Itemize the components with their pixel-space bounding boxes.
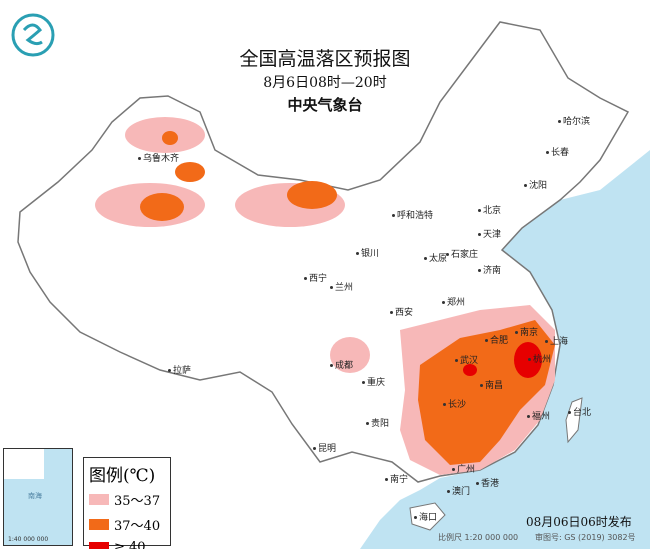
- south-china-sea-inset: 南海 1:40 000 000: [3, 448, 73, 546]
- city-label: 澳门: [447, 484, 470, 497]
- city-label: 乌鲁木齐: [138, 151, 179, 164]
- city-label: 贵阳: [366, 416, 389, 429]
- inset-land: [4, 449, 44, 479]
- city-label: 兰州: [330, 280, 353, 293]
- sea: [360, 150, 650, 549]
- city-label: 成都: [330, 358, 353, 371]
- inset-sea-label: 南海: [28, 492, 42, 500]
- legend-swatch: [89, 519, 109, 530]
- city-label: 长春: [546, 145, 569, 158]
- review-number: 审图号: GS (2019) 3082号: [535, 533, 636, 542]
- city-label: 南宁: [385, 472, 408, 485]
- legend-item: 35～37: [89, 490, 170, 509]
- city-label: 合肥: [485, 333, 508, 346]
- city-label: 福州: [527, 409, 550, 422]
- legend-title: 图例(℃): [89, 466, 156, 486]
- city-label: 上海: [545, 334, 568, 347]
- legend-item: 37～40: [89, 515, 170, 534]
- issuer: 中央气象台: [287, 96, 363, 114]
- inset-scale: 1:40 000 000: [8, 536, 49, 543]
- city-label: 广州: [452, 462, 475, 475]
- city-label: 重庆: [362, 375, 385, 388]
- legend-label: 35～37: [114, 494, 161, 509]
- city-label: 石家庄: [446, 247, 478, 260]
- city-label: 西安: [390, 305, 413, 318]
- city-label: 沈阳: [524, 178, 547, 191]
- city-label: 武汉: [455, 353, 478, 366]
- city-label: 哈尔滨: [558, 114, 590, 127]
- legend-item: ≥ 40: [89, 540, 170, 549]
- legend-swatch: [89, 494, 109, 505]
- city-label: 杭州: [528, 352, 551, 365]
- map-scale: 比例尺 1:20 000 000: [438, 533, 519, 542]
- city-label: 济南: [478, 263, 501, 276]
- city-label: 香港: [476, 476, 499, 489]
- city-label: 呼和浩特: [392, 208, 433, 221]
- city-label: 台北: [568, 405, 591, 418]
- cma-emblem-icon: [11, 13, 55, 57]
- time-range: 8月6日08时—20时: [263, 75, 387, 91]
- city-label: 长沙: [443, 397, 466, 410]
- city-label: 昆明: [313, 441, 336, 454]
- city-label: 郑州: [442, 295, 465, 308]
- city-label: 银川: [356, 246, 379, 259]
- legend-label: ≥ 40: [114, 540, 146, 549]
- city-label: 南京: [515, 325, 538, 338]
- city-label: 拉萨: [168, 363, 191, 376]
- city-label: 北京: [478, 203, 501, 216]
- legend-label: 37～40: [114, 519, 161, 534]
- city-label: 天津: [478, 227, 501, 240]
- legend-swatch: [89, 542, 109, 549]
- issue-time: 08月06日06时发布: [526, 515, 632, 529]
- legend: 图例(℃) 35～37 37～40 ≥ 40: [83, 457, 171, 549]
- map-title: 全国高温落区预报图: [239, 48, 411, 70]
- city-label: 太原: [424, 251, 447, 264]
- city-label: 南昌: [480, 378, 503, 391]
- city-label: 海口: [414, 510, 437, 523]
- city-label: 西宁: [304, 271, 327, 284]
